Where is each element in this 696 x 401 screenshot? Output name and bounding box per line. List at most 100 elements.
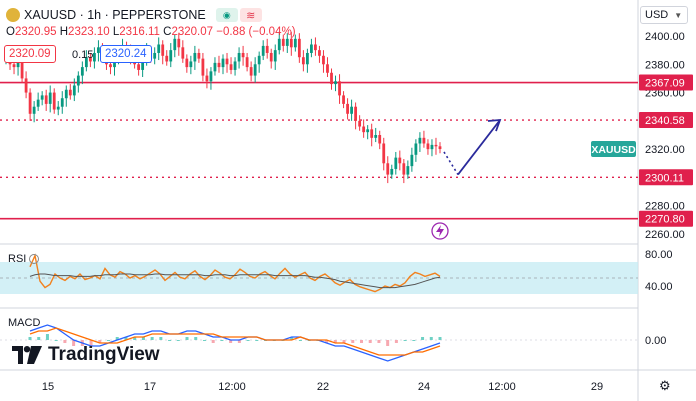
ohlc-legend: O2320.95 H2323.10 L2316.11 C2320.07 −0.8… bbox=[6, 26, 296, 38]
candle-body bbox=[40, 95, 44, 100]
candle-body bbox=[32, 106, 36, 114]
candle-body bbox=[382, 143, 386, 164]
candle-body bbox=[189, 61, 193, 68]
candle-body bbox=[342, 95, 345, 104]
candle-body bbox=[229, 64, 233, 70]
data-status-icon[interactable]: ≋ bbox=[239, 8, 262, 22]
candle-body bbox=[310, 44, 313, 53]
candle-body bbox=[44, 95, 48, 104]
candle-body bbox=[358, 120, 362, 127]
candle-body bbox=[24, 78, 28, 93]
candle-body bbox=[370, 129, 374, 138]
macd-histogram-bar bbox=[133, 337, 137, 340]
candle-body bbox=[265, 45, 269, 53]
macd-histogram-bar bbox=[72, 340, 76, 346]
candle-body bbox=[398, 157, 402, 164]
close-label: C bbox=[163, 26, 172, 38]
candle-body bbox=[68, 89, 72, 96]
candle-body bbox=[293, 38, 297, 48]
macd-histogram-bar bbox=[386, 340, 390, 346]
buy-button[interactable]: 2320.24 bbox=[100, 45, 152, 63]
logo-text: TradingView bbox=[48, 344, 160, 365]
macd-histogram-bar bbox=[255, 340, 259, 341]
price-tick-label: 2280.00 bbox=[645, 201, 685, 213]
candle-body bbox=[185, 58, 189, 68]
candle-body bbox=[20, 61, 24, 79]
rsi-legend[interactable]: RSI bbox=[8, 253, 40, 265]
candle-body bbox=[338, 81, 341, 96]
candle-body bbox=[84, 57, 88, 68]
tradingview-logo[interactable]: TradingView bbox=[12, 344, 160, 366]
macd-legend[interactable]: MACD bbox=[8, 317, 40, 329]
rsi-tick-label: 40.00 bbox=[645, 281, 673, 293]
time-tick-label: 22 bbox=[317, 381, 329, 393]
projection-arrowhead bbox=[487, 119, 502, 132]
candle-body bbox=[225, 58, 229, 65]
candle-body bbox=[410, 154, 414, 167]
candle-body bbox=[350, 106, 353, 114]
time-tick-label: 15 bbox=[42, 381, 54, 393]
candle-body bbox=[394, 157, 398, 169]
macd-histogram-bar bbox=[359, 340, 363, 343]
level-price-tag bbox=[639, 169, 693, 186]
candle-body bbox=[305, 52, 309, 65]
candle-body bbox=[249, 67, 253, 76]
macd-histogram-bar bbox=[37, 337, 41, 340]
high-label: H bbox=[59, 26, 69, 38]
time-tick-label: 24 bbox=[418, 381, 430, 393]
macd-histogram-bar bbox=[403, 340, 407, 341]
macd-histogram-bar bbox=[185, 337, 189, 340]
macd-histogram-bar bbox=[168, 340, 172, 341]
macd-histogram-bar bbox=[394, 340, 398, 343]
level-price-label: 2270.80 bbox=[645, 214, 685, 226]
sell-button[interactable]: 2320.09 bbox=[4, 45, 56, 63]
macd-histogram-bar bbox=[368, 340, 372, 343]
macd-histogram-bar bbox=[325, 340, 329, 343]
macd-histogram-bar bbox=[194, 337, 198, 340]
macd-histogram-bar bbox=[89, 340, 93, 346]
level-price-label: 2367.09 bbox=[645, 78, 685, 90]
macd-histogram-bar bbox=[159, 337, 163, 340]
open-value: 2320.95 bbox=[14, 26, 57, 38]
macd-histogram-bar bbox=[421, 337, 425, 340]
price-tick-label: 2260.00 bbox=[645, 229, 685, 241]
macd-histogram-bar bbox=[211, 340, 215, 343]
candle-body bbox=[56, 106, 60, 110]
macd-histogram-bar bbox=[54, 340, 58, 341]
event-flash-glyph bbox=[436, 225, 444, 237]
level-price-tag bbox=[639, 74, 693, 91]
current-symbol-label: XAUUSD bbox=[591, 144, 636, 156]
tradingview-logo-icon bbox=[12, 346, 42, 364]
macd-histogram-bar bbox=[246, 340, 250, 341]
macd-histogram-bar bbox=[141, 337, 145, 340]
candle-body bbox=[181, 47, 185, 59]
candle-body bbox=[297, 38, 301, 58]
candle-body bbox=[438, 146, 442, 150]
market-open-icon[interactable]: ◉ bbox=[215, 8, 238, 22]
symbol-header[interactable]: XAUUSD · 1h · PEPPERSTONE ◉ ≋ bbox=[6, 8, 262, 22]
settings-gear-icon[interactable]: ⚙ bbox=[659, 378, 671, 393]
current-symbol-tag bbox=[591, 141, 636, 158]
low-label: L bbox=[112, 26, 120, 38]
currency-selector[interactable]: USD ▼ bbox=[640, 6, 688, 24]
macd-histogram-bar bbox=[229, 340, 233, 343]
macd-histogram-bar bbox=[28, 337, 32, 340]
visibility-icon[interactable] bbox=[29, 254, 40, 264]
symbol-title[interactable]: XAUUSD · 1h · PEPPERSTONE bbox=[24, 8, 206, 22]
macd-histogram-bar bbox=[150, 337, 154, 340]
candle-body bbox=[334, 81, 337, 85]
candle-body bbox=[80, 67, 84, 76]
candle-body bbox=[261, 45, 265, 56]
projection-dotted-line bbox=[443, 151, 459, 176]
candle-body bbox=[406, 166, 410, 175]
candle-body bbox=[426, 143, 430, 150]
candle-body bbox=[241, 52, 245, 58]
level-price-label: 2340.58 bbox=[645, 115, 685, 127]
candle-body bbox=[330, 72, 333, 85]
candle-body bbox=[157, 44, 161, 53]
candle-body bbox=[273, 50, 277, 62]
candle-body bbox=[318, 50, 321, 56]
candle-body bbox=[12, 64, 16, 68]
candle-body bbox=[354, 106, 358, 121]
